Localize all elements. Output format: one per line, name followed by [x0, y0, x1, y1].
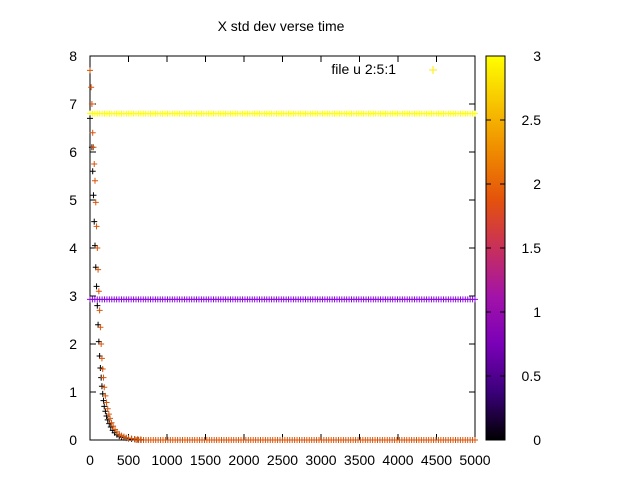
- data-point: [87, 115, 93, 122]
- data-point: [472, 296, 478, 303]
- data-point: [100, 374, 107, 381]
- data-point: [107, 415, 114, 422]
- data-point: [100, 397, 107, 404]
- data-point: [98, 355, 105, 362]
- colorbar-tick-label: 3: [533, 48, 541, 64]
- data-point: [94, 302, 101, 309]
- y-tick-label: 1: [69, 384, 77, 400]
- colorbar-tick-label: 2: [533, 176, 541, 192]
- data-point: [89, 168, 96, 175]
- x-tick-label: 2500: [267, 452, 298, 468]
- x-tick-label: 3500: [344, 452, 375, 468]
- x-tick-label: 5000: [459, 452, 490, 468]
- data-point: [91, 218, 98, 225]
- colorbar-tick-label: 0.5: [522, 368, 542, 384]
- x-tick-label: 4500: [421, 452, 452, 468]
- data-point: [92, 199, 99, 206]
- y-tick-label: 0: [69, 432, 77, 448]
- band-series: [87, 110, 478, 117]
- data-point: [92, 177, 99, 184]
- y-tick-label: 5: [69, 192, 77, 208]
- data-point: [101, 384, 108, 391]
- data-point: [472, 110, 478, 117]
- x-tick-label: 1500: [190, 452, 221, 468]
- data-point: [104, 405, 111, 412]
- data-point: [137, 436, 144, 443]
- data-point: [105, 411, 112, 418]
- data-point: [91, 161, 98, 167]
- x-tick-label: 0: [86, 452, 94, 468]
- data-point: [94, 245, 101, 251]
- data-point: [472, 437, 478, 443]
- data-point: [110, 423, 117, 430]
- data-point: [93, 223, 100, 230]
- data-point: [93, 283, 100, 290]
- y-tick-label: 4: [69, 240, 77, 256]
- x-tick-label: 3000: [305, 452, 336, 468]
- y-tick-label: 6: [69, 144, 77, 160]
- colorbar-tick-label: 2.5: [522, 112, 542, 128]
- data-point: [102, 392, 109, 399]
- data-point: [89, 129, 96, 136]
- data-point: [97, 324, 104, 331]
- data-point: [88, 84, 95, 91]
- data-point: [95, 288, 102, 295]
- y-tick-label: 3: [69, 288, 77, 304]
- colorbar-tick-label: 1.5: [522, 240, 542, 256]
- band-series: [133, 437, 478, 443]
- data-point: [103, 399, 110, 406]
- data-point: [108, 419, 115, 426]
- y-tick-label: 2: [69, 336, 77, 352]
- data-point: [99, 365, 106, 372]
- chart-title: X std dev verse time: [218, 18, 345, 34]
- data-point: [101, 403, 108, 410]
- data-point: [87, 67, 93, 74]
- x-tick-label: 2000: [228, 452, 259, 468]
- data-point: [90, 192, 97, 199]
- data-point: [98, 341, 105, 347]
- y-tick-label: 8: [69, 48, 77, 64]
- x-tick-label: 500: [117, 452, 141, 468]
- band-series: [87, 296, 478, 303]
- decay-series: [87, 67, 144, 443]
- data-point: [88, 101, 95, 107]
- legend-label: file u 2:5:1: [331, 61, 396, 77]
- colorbar-tick-label: 1: [533, 304, 541, 320]
- data-point: [90, 144, 97, 151]
- data-point: [96, 307, 103, 314]
- x-tick-label: 4000: [382, 452, 413, 468]
- legend-marker: [429, 66, 437, 74]
- x-tick-label: 1000: [151, 452, 182, 468]
- colorbar-tick-label: 0: [533, 432, 541, 448]
- y-tick-label: 7: [69, 96, 77, 112]
- data-point: [95, 266, 102, 273]
